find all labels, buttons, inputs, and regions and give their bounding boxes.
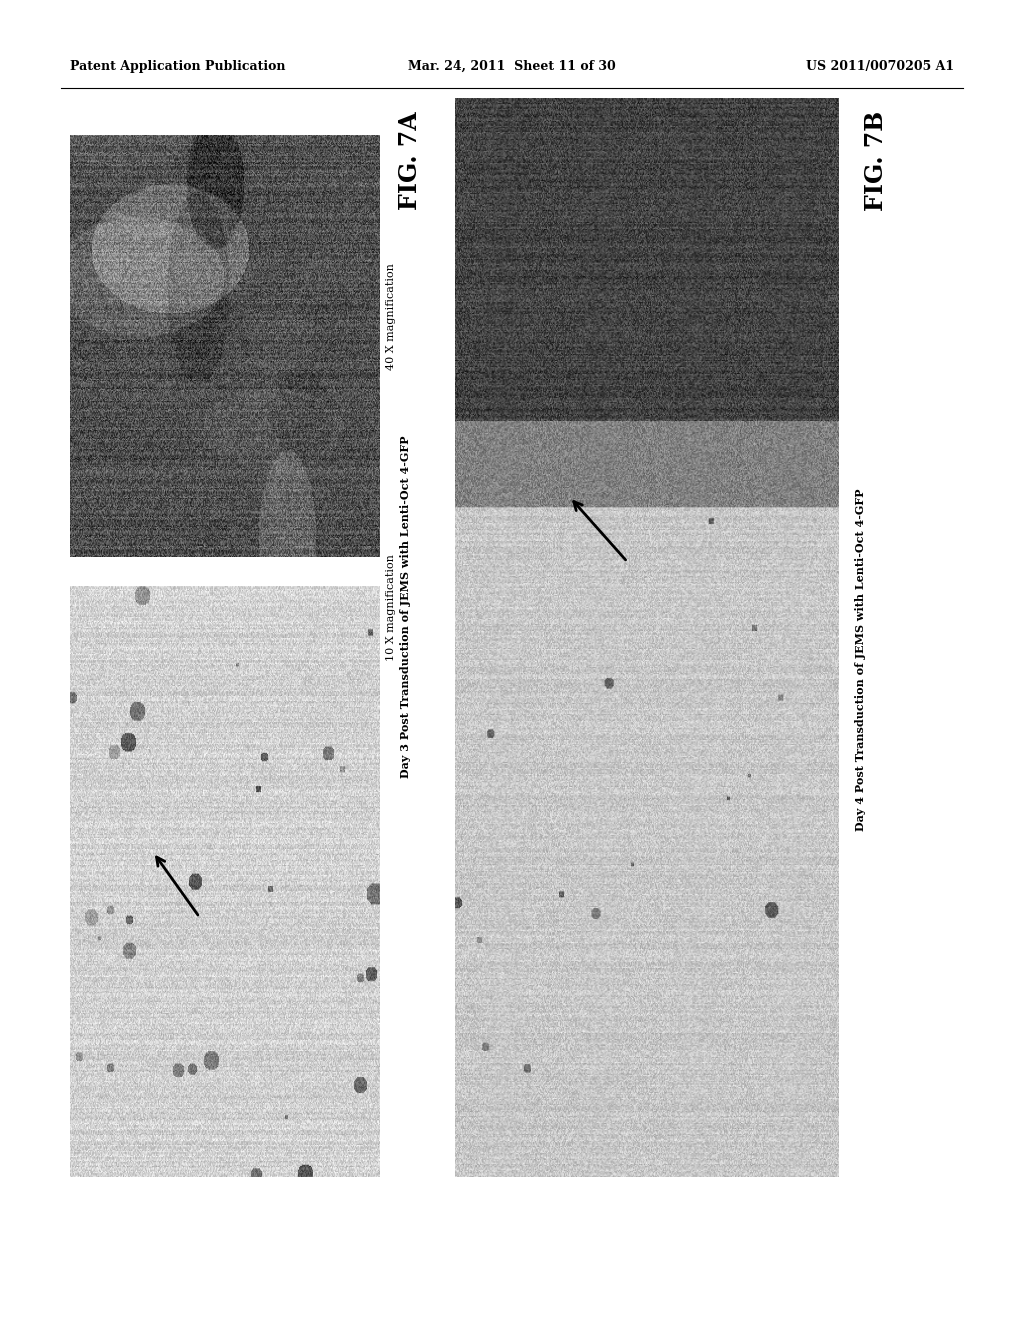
Text: US 2011/0070205 A1: US 2011/0070205 A1 (806, 59, 954, 73)
Text: Day 4 Post Transduction of JEMS with Lenti-Oct 4-GFP: Day 4 Post Transduction of JEMS with Len… (855, 488, 865, 832)
Text: 10 X magnification: 10 X magnification (386, 554, 396, 660)
Text: Mar. 24, 2011  Sheet 11 of 30: Mar. 24, 2011 Sheet 11 of 30 (409, 59, 615, 73)
Text: Day 3 Post Transduction of JEMS with Lenti-Oct 4-GFP: Day 3 Post Transduction of JEMS with Len… (400, 436, 411, 779)
Text: 40 X magnification: 40 X magnification (386, 264, 396, 370)
Text: FIG. 7A: FIG. 7A (397, 112, 422, 210)
Text: Patent Application Publication: Patent Application Publication (70, 59, 285, 73)
Text: FIG. 7B: FIG. 7B (863, 111, 888, 211)
